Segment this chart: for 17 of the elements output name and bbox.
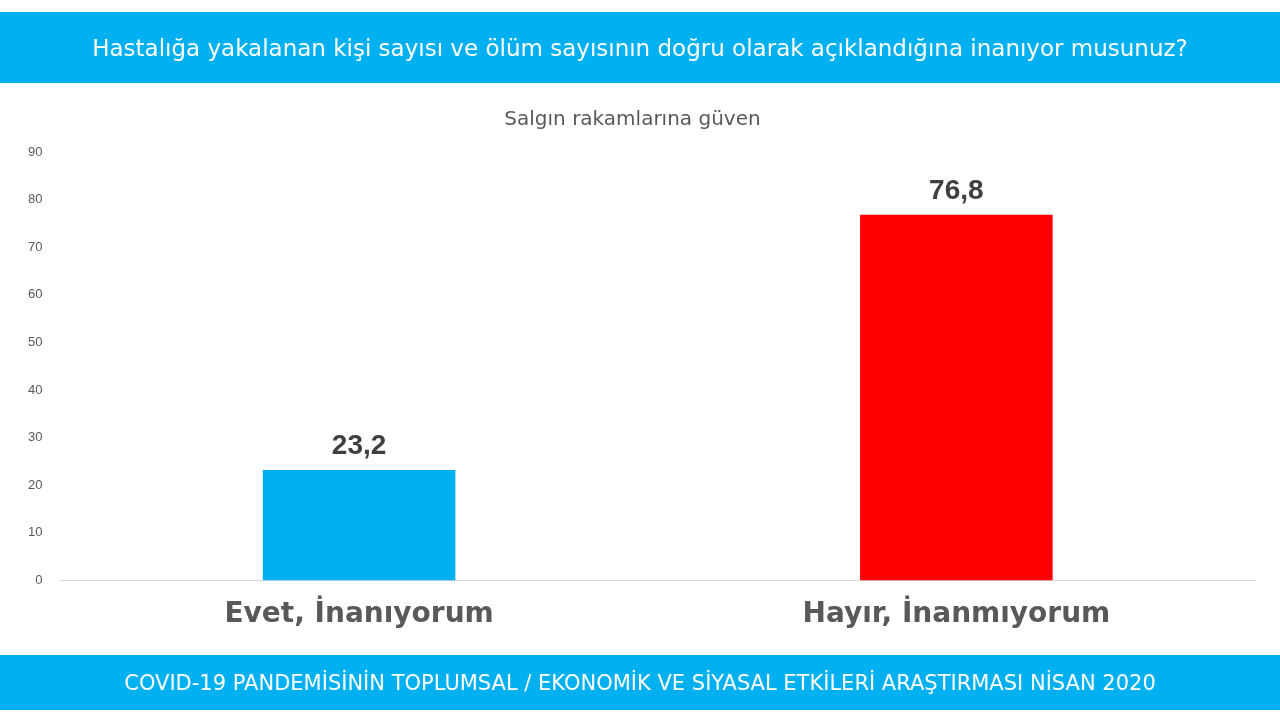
y-tick-label: 40 — [27, 381, 43, 397]
y-tick-label: 50 — [27, 333, 43, 349]
y-tick-label: 10 — [27, 524, 43, 540]
y-tick-label: 60 — [27, 286, 43, 302]
y-tick-label: 90 — [27, 143, 43, 159]
y-tick-label: 30 — [27, 429, 43, 445]
x-tick-label: Hayır, İnanmıyorum — [802, 595, 1111, 630]
y-tick-label: 80 — [27, 191, 43, 207]
y-tick-label: 0 — [35, 571, 43, 587]
y-tick-label: 20 — [27, 476, 43, 492]
text: COVID-19 PANDEMİSİNİN TOPLUMSAL / EKONOMİK VE SİYASAL ETKİLERİ ARAŞTIRMASI NİSAN 2020 — [0, 655, 1280, 710]
chart-title: Hastalığa yakalanan kişi sayısı ve ölüm sayısının doğru olarak açıklandığına inanıyor musunuz? — [0, 12, 1280, 83]
y-tick-label: 70 — [27, 238, 43, 254]
chart-subtitle: Salgın rakamlarına güven — [504, 106, 761, 131]
x-tick-label: Evet, İnanıyorum — [224, 595, 494, 630]
data-label: 76,8 — [929, 173, 984, 205]
data-label: 23,2 — [331, 428, 387, 460]
